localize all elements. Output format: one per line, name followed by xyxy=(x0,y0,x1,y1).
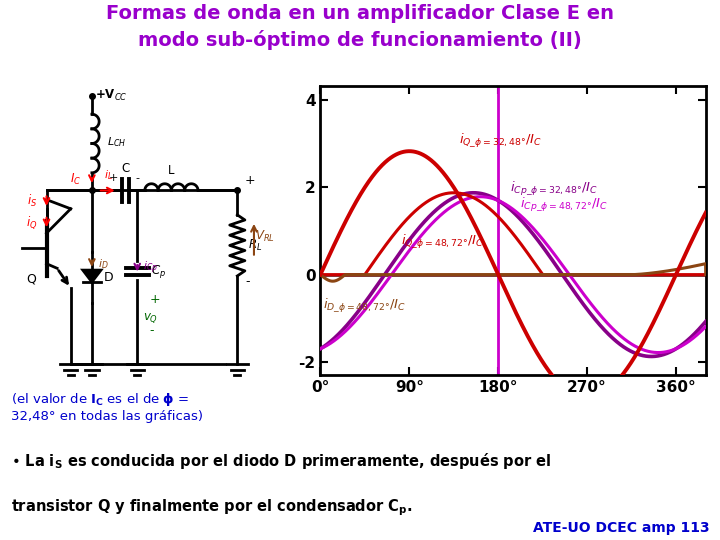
Text: (el valor de $\mathbf{I_C}$ es el de $\mathbf{\phi}$ =
32,48° en todas las gráfi: (el valor de $\mathbf{I_C}$ es el de $\m… xyxy=(11,391,203,423)
Text: transistor $\mathbf{Q}$ y finalmente por el condensador $\mathbf{C_p}$.: transistor $\mathbf{Q}$ y finalmente por… xyxy=(11,497,413,517)
Text: $i_{Q\_\phi=32,48°}/I_C$: $i_{Q\_\phi=32,48°}/I_C$ xyxy=(459,132,542,150)
Text: D: D xyxy=(104,271,114,284)
Text: $i_{Cp\_\phi=32,48°}/I_C$: $i_{Cp\_\phi=32,48°}/I_C$ xyxy=(510,180,598,198)
Text: $V_{RL}$: $V_{RL}$ xyxy=(256,229,275,244)
Text: $I_C$: $I_C$ xyxy=(70,172,81,187)
Text: $i_{Cp\_\phi=48,72°}/I_C$: $i_{Cp\_\phi=48,72°}/I_C$ xyxy=(520,196,608,214)
Text: -: - xyxy=(245,275,249,288)
Text: +: + xyxy=(245,174,256,187)
Text: -: - xyxy=(149,324,154,337)
Text: C: C xyxy=(121,162,130,175)
Text: $i_{Q\_\phi=48,72°}/I_C$: $i_{Q\_\phi=48,72°}/I_C$ xyxy=(401,233,485,251)
Text: Formas de onda en un amplificador Clase E en
modo sub-óptimo de funcionamiento (: Formas de onda en un amplificador Clase … xyxy=(106,4,614,50)
Text: $L_{CH}$: $L_{CH}$ xyxy=(107,135,126,148)
Text: +: + xyxy=(108,173,118,184)
Text: $C_p$: $C_p$ xyxy=(151,263,166,280)
Text: $i_S$: $i_S$ xyxy=(27,193,37,209)
Text: L: L xyxy=(168,164,175,177)
Text: • La $\mathbf{i_S}$ es conducida por el diodo $\mathbf{D}$ primeramente, después: • La $\mathbf{i_S}$ es conducida por el … xyxy=(11,451,552,471)
Text: $v_Q$: $v_Q$ xyxy=(143,312,158,326)
Text: $i_L$: $i_L$ xyxy=(104,168,113,182)
Text: +V$_{CC}$: +V$_{CC}$ xyxy=(95,89,127,104)
Text: $i_Q$: $i_Q$ xyxy=(26,214,37,231)
Text: Q: Q xyxy=(27,273,36,286)
Polygon shape xyxy=(83,270,101,282)
Text: $R_L$: $R_L$ xyxy=(248,238,262,253)
Text: +: + xyxy=(149,293,160,306)
Text: -: - xyxy=(135,173,139,184)
Text: $i_{D\_\phi=48,72°}/I_C$: $i_{D\_\phi=48,72°}/I_C$ xyxy=(323,298,407,315)
Text: ATE-UO DCEC amp 113: ATE-UO DCEC amp 113 xyxy=(533,522,709,535)
Text: $i_{Cp}$: $i_{Cp}$ xyxy=(143,260,158,276)
Text: $i_D$: $i_D$ xyxy=(98,257,109,271)
